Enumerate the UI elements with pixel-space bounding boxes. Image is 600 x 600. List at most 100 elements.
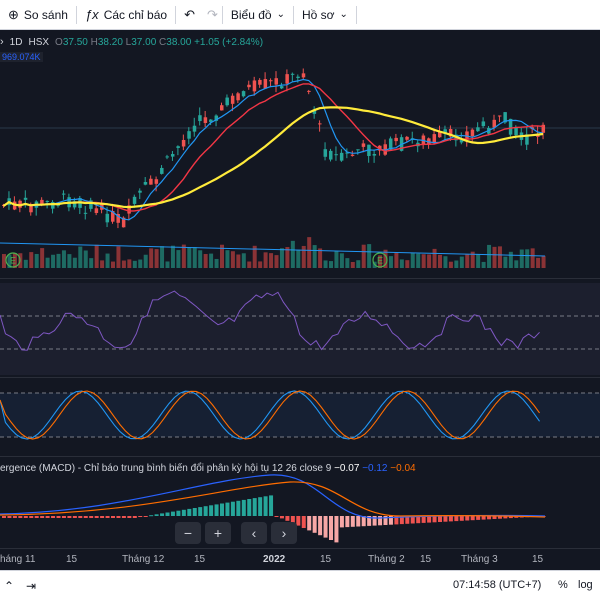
macd-histogram-bar bbox=[367, 516, 372, 526]
volume-bar bbox=[198, 250, 203, 268]
compare-label: So sánh bbox=[23, 7, 68, 22]
volume-bar bbox=[105, 253, 110, 268]
candle-body bbox=[72, 201, 77, 208]
candle-body bbox=[301, 73, 306, 78]
macd-histogram-bar bbox=[187, 508, 192, 516]
scroll-left-button[interactable]: ‹ bbox=[241, 522, 267, 544]
volume-bar bbox=[269, 253, 274, 268]
macd-histogram-bar bbox=[121, 516, 126, 518]
macd-histogram-bar bbox=[296, 516, 301, 526]
plus-icon: + bbox=[213, 525, 223, 541]
collapse-panel-icon[interactable]: ⌃ bbox=[4, 579, 15, 593]
volume-bar bbox=[388, 256, 393, 268]
volume-bar bbox=[323, 260, 328, 268]
candle-body bbox=[149, 178, 153, 185]
pane-divider bbox=[0, 377, 600, 378]
candle-body bbox=[443, 129, 447, 134]
volume-bar bbox=[508, 251, 513, 268]
candle-body bbox=[105, 213, 110, 223]
pane-divider bbox=[0, 278, 600, 279]
volume-bar bbox=[503, 256, 508, 268]
time-tick: 15 bbox=[320, 554, 332, 565]
macd-histogram-bar bbox=[279, 516, 284, 519]
redo-icon: ↷ bbox=[206, 6, 218, 22]
redo-button[interactable]: ↷ bbox=[203, 0, 222, 30]
volume-bar bbox=[290, 240, 295, 268]
chart-type-dropdown[interactable]: Biểu đồ ⌄ bbox=[223, 0, 293, 30]
zoom-out-button[interactable]: − bbox=[175, 522, 201, 544]
collapse-icon[interactable]: › bbox=[0, 36, 4, 48]
macd-histogram-bar bbox=[236, 500, 241, 516]
stoch-k-line bbox=[0, 390, 540, 440]
candle-body bbox=[405, 136, 409, 140]
indicators-button[interactable]: ƒx Các chỉ báo bbox=[77, 0, 175, 30]
candle-body bbox=[318, 123, 322, 125]
candle-body bbox=[198, 115, 202, 122]
ma-slow-line bbox=[2, 106, 544, 209]
macd-histogram-bar bbox=[18, 516, 23, 518]
macd-histogram-bar bbox=[154, 514, 159, 516]
candle-body bbox=[432, 134, 437, 143]
zoom-in-button[interactable]: + bbox=[205, 522, 231, 544]
macd-histogram-bar bbox=[405, 516, 410, 524]
volume-bar bbox=[12, 253, 17, 268]
candle-body bbox=[94, 208, 99, 213]
volume-bar bbox=[45, 257, 50, 268]
candle-body bbox=[508, 118, 513, 135]
date-range-icon[interactable]: ⇥ bbox=[26, 579, 37, 593]
candle-body bbox=[296, 76, 300, 78]
macd-histogram-bar bbox=[209, 505, 214, 516]
undo-button[interactable]: ↶ bbox=[176, 0, 203, 30]
macd-histogram-bar bbox=[329, 516, 333, 540]
time-axis[interactable]: háng 11 15 Tháng 12 15 2022 15 Tháng 2 1… bbox=[0, 548, 600, 570]
volume-bar bbox=[236, 254, 241, 268]
time-tick: háng 11 bbox=[0, 554, 36, 565]
candle-body bbox=[470, 129, 475, 137]
volume-bar bbox=[459, 256, 464, 268]
open-value: 37.50 bbox=[62, 36, 88, 48]
toolbar-divider bbox=[221, 5, 223, 24]
candle-body bbox=[170, 154, 175, 157]
macd-histogram-bar bbox=[481, 516, 486, 520]
candle-body bbox=[290, 73, 295, 75]
volume-bar bbox=[56, 253, 61, 268]
volume-bar bbox=[334, 250, 339, 268]
volume-bar bbox=[263, 252, 268, 268]
candle-body bbox=[541, 124, 546, 133]
macd-histogram-bar bbox=[508, 516, 513, 519]
candle-body bbox=[459, 139, 464, 143]
candle-body bbox=[307, 90, 311, 92]
volume-bar bbox=[111, 261, 115, 268]
candle-body bbox=[279, 86, 284, 89]
compare-button[interactable]: ⊕ So sánh bbox=[0, 0, 76, 30]
macd-histogram-bar bbox=[192, 508, 197, 516]
volume-bar bbox=[241, 253, 246, 268]
percent-toggle[interactable]: % bbox=[558, 579, 568, 591]
volume-ma-line bbox=[0, 242, 546, 257]
candle-body bbox=[356, 149, 360, 151]
volume-bar bbox=[356, 260, 361, 268]
interval-label[interactable]: 1D bbox=[9, 36, 23, 48]
clock-time[interactable]: 07:14:58 (UTC+7) bbox=[453, 579, 542, 591]
undo-icon: ↶ bbox=[184, 6, 195, 22]
candle-body bbox=[503, 112, 507, 123]
profile-dropdown[interactable]: Hồ sơ ⌄ bbox=[294, 0, 356, 30]
macd-histogram-bar bbox=[61, 516, 66, 518]
macd-histogram-bar bbox=[427, 516, 432, 523]
volume-bar bbox=[394, 252, 399, 268]
macd-histogram-bar bbox=[198, 507, 203, 516]
candle-body bbox=[230, 95, 235, 104]
macd-histogram-bar bbox=[290, 516, 295, 524]
high-key: H bbox=[90, 36, 98, 48]
volume-bar bbox=[230, 251, 235, 268]
close-key: C bbox=[159, 36, 167, 48]
scroll-right-button[interactable]: › bbox=[271, 522, 297, 544]
log-toggle[interactable]: log bbox=[578, 579, 593, 591]
macd-histogram-bar bbox=[72, 516, 77, 518]
chart-navigation: − + ‹ › bbox=[175, 522, 297, 544]
candle-body bbox=[111, 211, 115, 222]
macd-histogram-bar bbox=[416, 516, 421, 524]
macd-histogram-bar bbox=[394, 516, 399, 525]
